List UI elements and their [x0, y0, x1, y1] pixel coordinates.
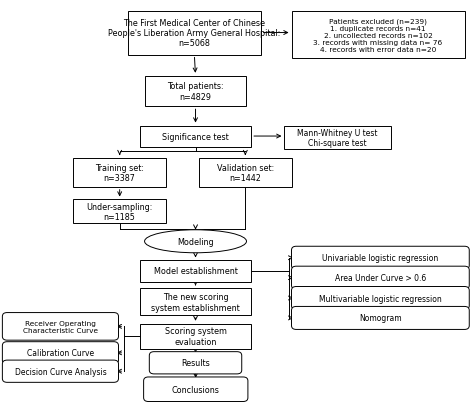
FancyBboxPatch shape: [292, 266, 469, 290]
Text: Significance test: Significance test: [162, 132, 229, 141]
Text: Receiver Operating
Characteristic Curve: Receiver Operating Characteristic Curve: [23, 320, 98, 333]
Bar: [284, 127, 391, 149]
Bar: [73, 159, 166, 188]
Text: Modeling: Modeling: [177, 237, 214, 246]
Bar: [292, 12, 465, 59]
Text: Calibration Curve: Calibration Curve: [27, 349, 94, 357]
FancyBboxPatch shape: [292, 247, 469, 270]
Text: Validation set:
n=1442: Validation set: n=1442: [217, 164, 274, 183]
Ellipse shape: [145, 230, 246, 253]
Text: Area Under Curve > 0.6: Area Under Curve > 0.6: [335, 273, 426, 282]
Bar: [140, 289, 251, 316]
Bar: [140, 126, 251, 147]
Text: Mann-Whitney U test
Chi-square test: Mann-Whitney U test Chi-square test: [298, 128, 378, 148]
Bar: [199, 159, 292, 188]
Text: Univariable logistic regression: Univariable logistic regression: [322, 254, 438, 263]
Text: Patients excluded (n=239)
1. duplicate records n=41
2. uncollected records n=102: Patients excluded (n=239) 1. duplicate r…: [313, 18, 443, 52]
Bar: [140, 261, 251, 282]
Text: Nomogram: Nomogram: [359, 314, 401, 323]
Text: The new scoring
system establishment: The new scoring system establishment: [151, 292, 240, 312]
Bar: [128, 12, 261, 55]
FancyBboxPatch shape: [2, 313, 118, 340]
Text: Results: Results: [181, 358, 210, 368]
Text: Multivariable logistic regression: Multivariable logistic regression: [319, 294, 442, 303]
FancyBboxPatch shape: [2, 342, 118, 364]
Bar: [140, 324, 251, 349]
Bar: [145, 76, 246, 107]
FancyBboxPatch shape: [292, 287, 469, 310]
Text: Under-sampling:
n=1185: Under-sampling: n=1185: [86, 202, 153, 221]
Text: Conclusions: Conclusions: [172, 385, 220, 394]
Text: Scoring system
evaluation: Scoring system evaluation: [164, 327, 227, 346]
Text: The First Medical Center of Chinese
People's Liberation Army General Hospital:
n: The First Medical Center of Chinese Peop…: [108, 19, 281, 48]
Text: Total patients:
n=4829: Total patients: n=4829: [167, 82, 224, 102]
FancyBboxPatch shape: [2, 360, 118, 382]
Text: Training set:
n=3387: Training set: n=3387: [95, 164, 144, 183]
FancyBboxPatch shape: [144, 377, 248, 401]
Text: Model establishment: Model establishment: [154, 267, 237, 276]
Bar: [73, 200, 166, 224]
Text: Decision Curve Analysis: Decision Curve Analysis: [15, 367, 106, 376]
FancyBboxPatch shape: [149, 352, 242, 374]
FancyBboxPatch shape: [292, 307, 469, 330]
